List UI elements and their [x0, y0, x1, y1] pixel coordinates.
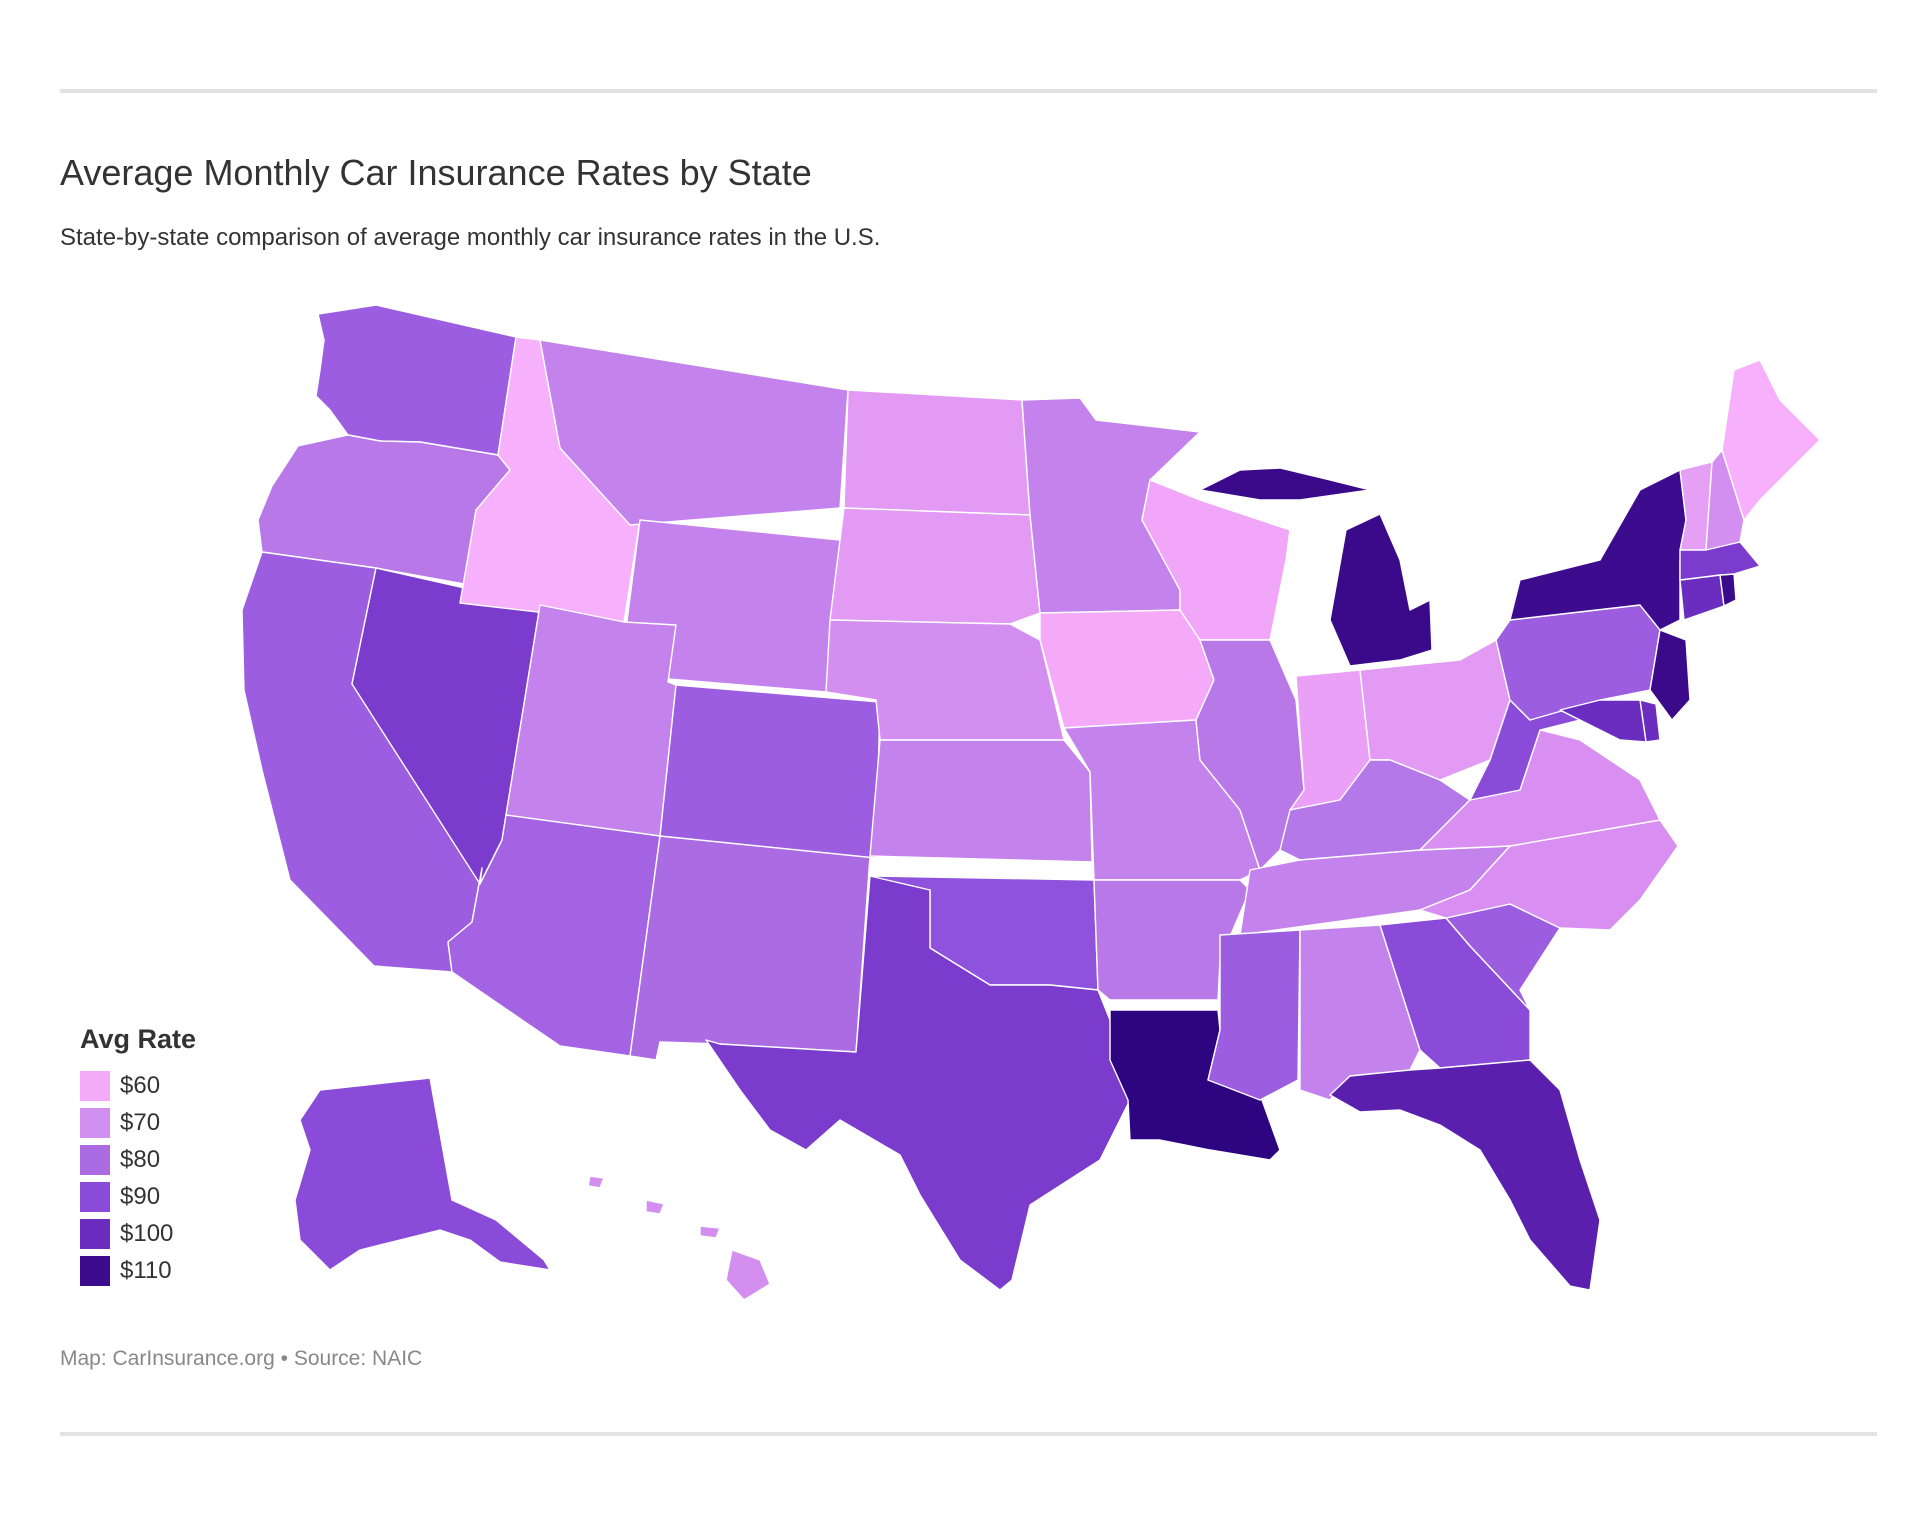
state-HI[interactable]: [587, 1175, 771, 1301]
state-VT[interactable]: [1679, 461, 1713, 551]
state-AK[interactable]: [294, 1077, 551, 1271]
legend-items: $60 $70 $80 $90 $100 $110: [80, 1067, 196, 1289]
page-subtitle: State-by-state comparison of average mon…: [60, 224, 881, 251]
state-WA[interactable]: [315, 304, 517, 456]
legend-title: Avg Rate: [80, 1024, 197, 1054]
state-NJ[interactable]: [1649, 629, 1691, 721]
map-legend: Avg Rate $60 $70 $80 $90 $100 $110: [80, 1024, 196, 1289]
legend-label: $80: [120, 1145, 161, 1173]
legend-item: $60: [80, 1067, 196, 1104]
top-divider: [60, 89, 1877, 93]
legend-label: $90: [120, 1182, 161, 1210]
state-NH[interactable]: [1705, 449, 1745, 551]
state-CO[interactable]: [659, 684, 881, 859]
legend-label: $60: [120, 1071, 161, 1099]
state-IA[interactable]: [1039, 609, 1215, 729]
state-SD[interactable]: [829, 507, 1041, 625]
legend-item: $100: [80, 1215, 196, 1252]
state-FL[interactable]: [1329, 1059, 1601, 1291]
state-MI[interactable]: [1199, 467, 1433, 667]
state-AR[interactable]: [1093, 879, 1251, 1001]
legend-item: $90: [80, 1178, 196, 1215]
legend-item: $110: [80, 1252, 196, 1289]
legend-swatch: [80, 1144, 110, 1175]
legend-item: $70: [80, 1104, 196, 1141]
legend-label: $70: [120, 1108, 161, 1136]
legend-swatch: [80, 1070, 110, 1101]
footer-separator: •: [280, 1347, 288, 1370]
state-ME[interactable]: [1721, 359, 1821, 521]
map-credit: Map: CarInsurance.org: [60, 1347, 275, 1370]
state-CT[interactable]: [1679, 574, 1725, 621]
legend-swatch: [80, 1255, 110, 1286]
page-title: Average Monthly Car Insurance Rates by S…: [60, 152, 812, 193]
state-ND[interactable]: [843, 389, 1031, 516]
state-TX[interactable]: [705, 875, 1131, 1291]
legend-swatch: [80, 1218, 110, 1249]
legend-swatch: [80, 1107, 110, 1138]
state-KY[interactable]: [1279, 759, 1471, 861]
legend-swatch: [80, 1181, 110, 1212]
legend-label: $110: [120, 1256, 172, 1284]
state-KS[interactable]: [869, 739, 1093, 863]
bottom-divider: [60, 1432, 1877, 1436]
state-NY[interactable]: [1509, 469, 1687, 631]
state-NC[interactable]: [1419, 819, 1679, 931]
map-footer: Map: CarInsurance.org • Source: NAIC: [60, 1347, 422, 1371]
legend-label: $100: [120, 1219, 174, 1247]
state-MS[interactable]: [1207, 929, 1301, 1101]
state-MD[interactable]: [1559, 699, 1647, 743]
legend-item: $80: [80, 1141, 196, 1178]
map-source: Source: NAIC: [293, 1347, 423, 1370]
state-NM[interactable]: [629, 835, 871, 1061]
